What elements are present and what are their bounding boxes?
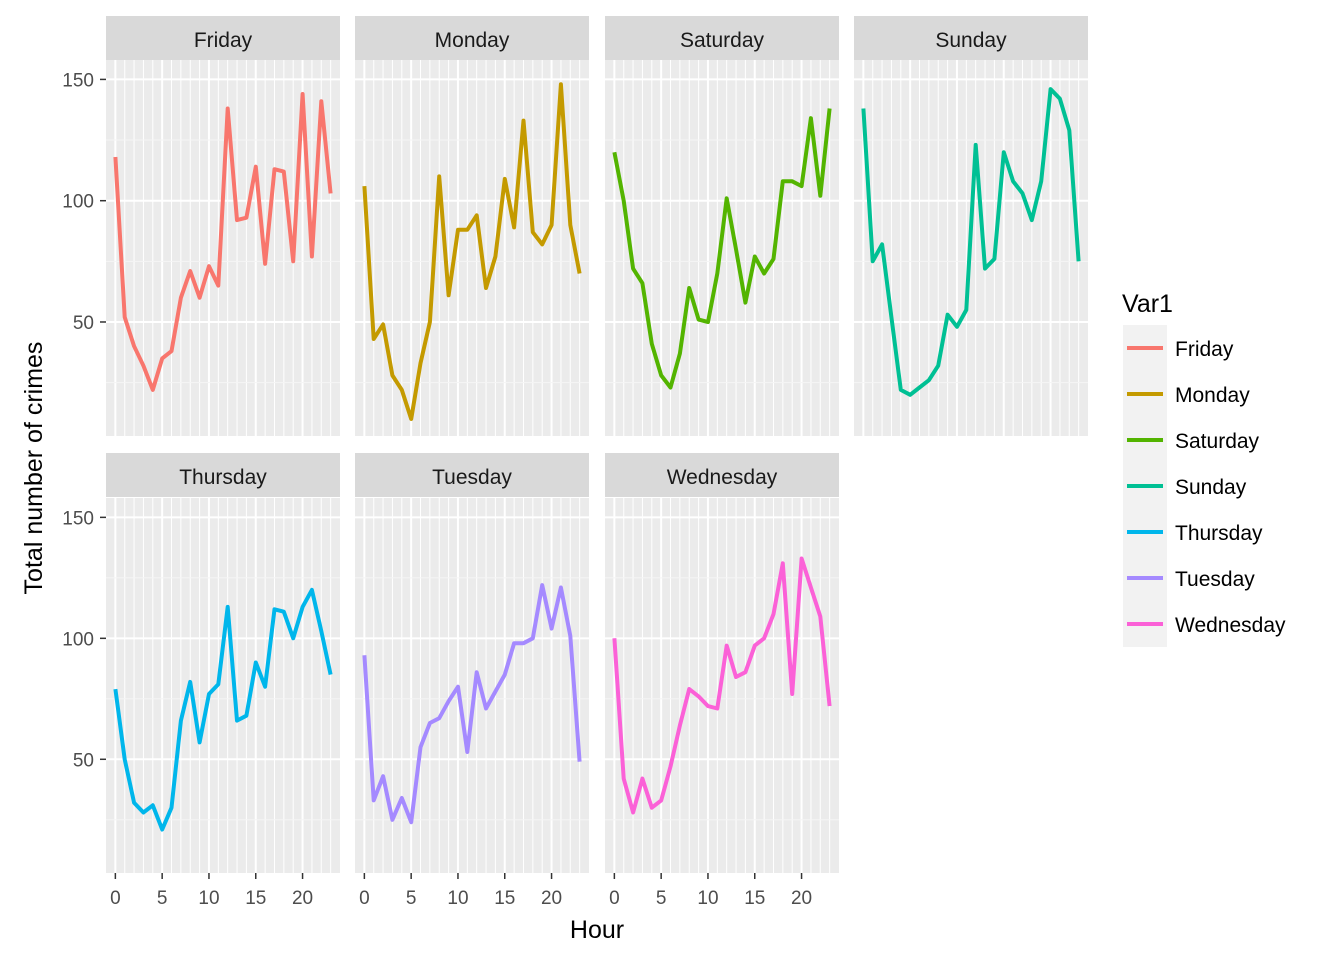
- legend-label-wednesday: Wednesday: [1175, 614, 1286, 637]
- legend-label-friday: Friday: [1175, 338, 1234, 361]
- panel-sunday: Sunday: [854, 16, 1088, 436]
- facet-strip-label: Wednesday: [667, 466, 778, 489]
- facet-strip-label: Tuesday: [432, 466, 512, 489]
- series-line-friday: [113, 92, 333, 392]
- y-axis-label: Total number of crimes: [20, 342, 48, 595]
- facet-strip-label: Friday: [194, 29, 253, 52]
- facet-strip-label: Sunday: [935, 29, 1007, 52]
- panel-background: [106, 498, 340, 873]
- x-tick-label: 0: [359, 888, 370, 909]
- x-tick-label: 20: [791, 888, 812, 909]
- series-line-wednesday: [612, 556, 832, 815]
- panel-monday: Monday: [355, 16, 589, 436]
- y-tick-label: 100: [62, 192, 94, 213]
- legend-label-thursday: Thursday: [1175, 522, 1263, 545]
- facet-strip: [106, 16, 340, 60]
- facet-strip-label: Thursday: [179, 466, 267, 489]
- x-tick-label: 20: [292, 888, 313, 909]
- series-line-thursday: [113, 587, 333, 832]
- panel-background: [355, 498, 589, 873]
- x-tick-label: 15: [744, 888, 765, 909]
- y-tick-label: 150: [62, 70, 94, 91]
- legend-label-tuesday: Tuesday: [1175, 568, 1255, 591]
- y-tick-label: 150: [62, 508, 94, 529]
- legend-label-sunday: Sunday: [1175, 476, 1247, 499]
- x-tick-label: 0: [609, 888, 620, 909]
- x-tick-label: 10: [447, 888, 468, 909]
- legend: Var1 Friday Monday Saturday Sunday Thursday T…: [1122, 290, 1286, 647]
- series-line-tuesday: [362, 583, 582, 825]
- facet-strip: [605, 16, 839, 60]
- facet-strip: [355, 453, 589, 497]
- panel-background: [355, 60, 589, 436]
- y-tick-label: 100: [62, 629, 94, 650]
- x-tick-label: 15: [494, 888, 515, 909]
- x-tick-label: 20: [541, 888, 562, 909]
- x-tick-label: 5: [406, 888, 417, 909]
- panel-thursday: Thursday: [106, 453, 340, 873]
- series-line-saturday: [612, 108, 832, 390]
- legend-label-saturday: Saturday: [1175, 430, 1260, 453]
- x-tick-label: 15: [245, 888, 266, 909]
- panel-wednesday: Wednesday: [605, 453, 839, 873]
- x-tick-label: 5: [656, 888, 667, 909]
- facet-strip: [106, 453, 340, 497]
- series-line-monday: [362, 82, 582, 421]
- panel-tuesday: Tuesday: [355, 453, 589, 873]
- legend-title: Var1: [1122, 290, 1173, 318]
- x-tick-label: 0: [110, 888, 121, 909]
- legend-label-monday: Monday: [1175, 384, 1250, 407]
- facet-strip-label: Saturday: [680, 29, 765, 52]
- facet-strip: [355, 16, 589, 60]
- facet-strip: [605, 453, 839, 497]
- x-axis-label: Hour: [570, 916, 624, 944]
- panel-friday: Friday: [106, 16, 340, 436]
- x-tick-label: 5: [157, 888, 168, 909]
- y-tick-label: 50: [73, 750, 94, 771]
- x-tick-label: 10: [198, 888, 219, 909]
- series-line-sunday: [861, 87, 1081, 397]
- facet-strip-label: Monday: [435, 29, 510, 52]
- facet-strip: [854, 16, 1088, 60]
- facet-panels: Friday Monday Saturday Sunday Thursday Tuesda…: [106, 16, 1088, 873]
- y-tick-label: 50: [73, 313, 94, 334]
- axes: 50 100 150 50 100 150 0 5 10 15 20 0 5 10 15 20 0 5 10 15 20: [62, 70, 812, 909]
- panel-saturday: Saturday: [605, 16, 839, 436]
- x-tick-label: 10: [697, 888, 718, 909]
